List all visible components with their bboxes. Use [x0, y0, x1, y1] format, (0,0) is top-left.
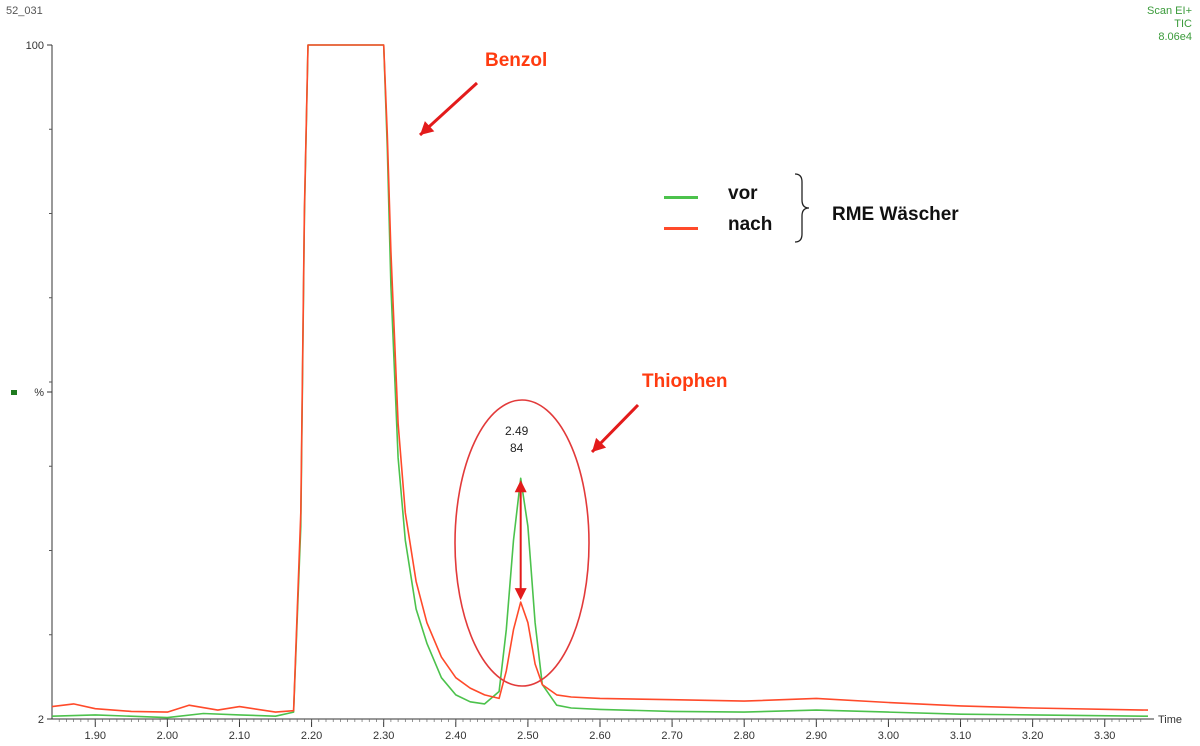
percent-marker-icon	[11, 390, 17, 395]
scan-mode-label: Scan EI+	[1147, 5, 1192, 17]
x-axis-label: Time	[1158, 714, 1182, 726]
legend-group-label: RME Wäscher	[832, 204, 959, 225]
x-tick-label: 2.60	[589, 730, 610, 742]
legend-label-nach: nach	[728, 214, 773, 235]
x-tick-label: 3.10	[950, 730, 971, 742]
series-line-vor	[51, 44, 1149, 719]
intensity-label: 8.06e4	[1158, 31, 1192, 43]
x-tick-label: 2.90	[806, 730, 827, 742]
trace-label: TIC	[1174, 18, 1192, 30]
legend-swatch-vor	[664, 196, 698, 199]
thiophen-annotation: Thiophen	[642, 371, 728, 392]
x-tick-label: 1.90	[85, 730, 106, 742]
benzol-arrow-icon	[418, 81, 479, 137]
x-tick-label: 2.10	[229, 730, 250, 742]
y-tick-label: %	[34, 387, 44, 399]
legend-brace	[794, 173, 810, 243]
difference-arrow-head-up-icon	[514, 480, 527, 493]
y-tick-label: 100	[26, 40, 44, 52]
x-tick-label: 2.20	[301, 730, 322, 742]
thiophen-arrow-icon	[590, 403, 640, 454]
series-line-nach	[51, 44, 1149, 713]
peak-rt-label: 2.49	[505, 424, 529, 438]
peak-mz-label: 84	[510, 441, 524, 455]
legend-label-vor: vor	[728, 183, 758, 204]
x-tick-label: 2.00	[157, 730, 178, 742]
x-tick-label: 2.70	[661, 730, 682, 742]
benzol-annotation: Benzol	[485, 50, 548, 71]
legend-swatch-nach	[664, 227, 698, 230]
x-tick-label: 2.40	[445, 730, 466, 742]
difference-arrow-head-down-icon	[514, 588, 527, 601]
x-tick-label: 2.30	[373, 730, 394, 742]
y-tick-label: 2	[38, 714, 44, 726]
x-tick-label: 2.80	[733, 730, 754, 742]
x-tick-label: 3.00	[878, 730, 899, 742]
x-tick-label: 2.50	[517, 730, 538, 742]
sample-id-label: 52_031	[6, 5, 43, 17]
x-tick-label: 3.20	[1022, 730, 1043, 742]
thiophen-highlight-ellipse	[454, 399, 590, 687]
x-tick-label: 3.30	[1094, 730, 1115, 742]
